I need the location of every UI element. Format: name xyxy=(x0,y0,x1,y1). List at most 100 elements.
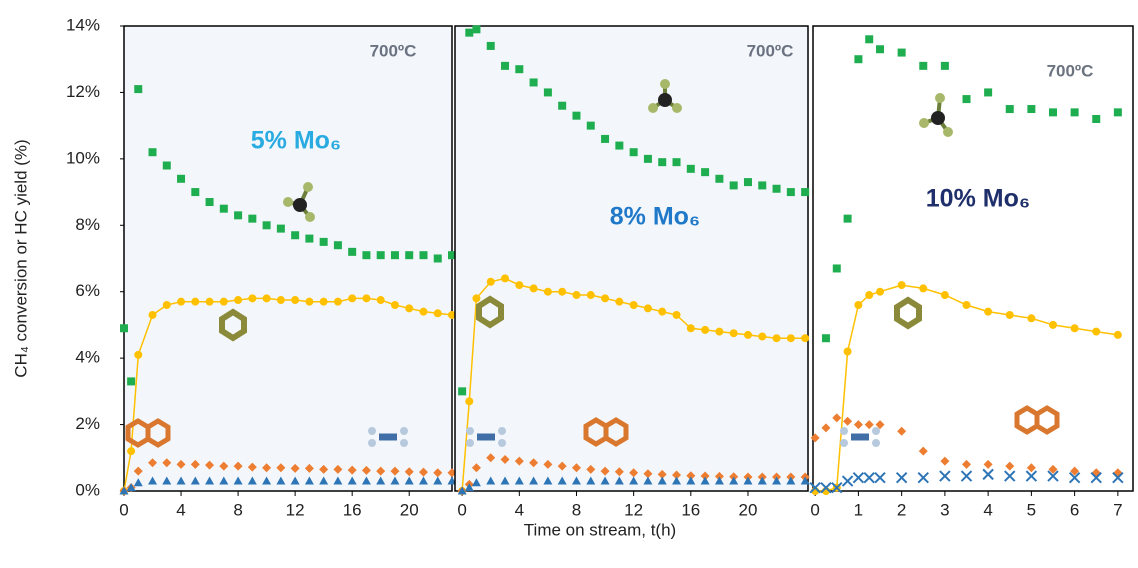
marker xyxy=(419,251,427,259)
x-tick-label: 4 xyxy=(983,500,992,519)
marker xyxy=(822,334,830,342)
marker xyxy=(530,284,538,292)
marker xyxy=(787,334,795,342)
y-tick-label: 10% xyxy=(66,148,100,167)
marker xyxy=(876,288,884,296)
marker xyxy=(898,281,906,289)
marker xyxy=(1049,321,1057,329)
marker xyxy=(177,298,185,306)
x-tick-label: 8 xyxy=(572,500,581,519)
temperature-label: 700ºC xyxy=(370,41,417,60)
marker xyxy=(405,304,413,312)
marker xyxy=(865,35,873,43)
marker xyxy=(544,288,552,296)
marker xyxy=(587,291,595,299)
marker xyxy=(291,231,299,239)
marker xyxy=(1006,311,1014,319)
marker xyxy=(220,205,228,213)
marker xyxy=(348,248,356,256)
marker xyxy=(1092,328,1100,336)
marker xyxy=(787,188,795,196)
x-tick-label: 16 xyxy=(343,500,362,519)
marker xyxy=(854,55,862,63)
marker xyxy=(334,241,342,249)
marker xyxy=(134,85,142,93)
marker xyxy=(465,29,473,37)
marker xyxy=(844,348,852,356)
marker xyxy=(844,215,852,223)
marker xyxy=(191,298,199,306)
marker xyxy=(687,165,695,173)
marker xyxy=(127,377,135,385)
marker xyxy=(377,296,385,304)
marker xyxy=(715,175,723,183)
y-tick-label: 2% xyxy=(75,414,100,433)
marker xyxy=(434,309,442,317)
plot-area xyxy=(813,26,1133,491)
marker xyxy=(248,215,256,223)
x-tick-label: 0 xyxy=(457,500,466,519)
marker xyxy=(530,78,538,86)
marker xyxy=(601,135,609,143)
marker xyxy=(919,284,927,292)
temperature-label: 700ºC xyxy=(747,41,794,60)
marker xyxy=(377,251,385,259)
marker xyxy=(465,397,473,405)
marker xyxy=(833,264,841,272)
marker xyxy=(206,298,214,306)
marker xyxy=(248,294,256,302)
marker xyxy=(1114,331,1122,339)
marker xyxy=(701,168,709,176)
marker xyxy=(434,255,442,263)
marker xyxy=(362,294,370,302)
marker xyxy=(1071,108,1079,116)
marker xyxy=(362,251,370,259)
marker xyxy=(334,298,342,306)
y-tick-label: 14% xyxy=(66,15,100,34)
x-tick-label: 1 xyxy=(854,500,863,519)
marker xyxy=(472,25,480,33)
x-tick-label: 5 xyxy=(1027,500,1036,519)
marker xyxy=(865,291,873,299)
marker xyxy=(941,62,949,70)
marker xyxy=(658,158,666,166)
marker xyxy=(1049,108,1057,116)
marker xyxy=(801,188,809,196)
marker xyxy=(291,296,299,304)
marker xyxy=(644,304,652,312)
temperature-label: 700ºC xyxy=(1047,61,1094,80)
marker xyxy=(1027,314,1035,322)
x-tick-label: 4 xyxy=(176,500,185,519)
x-tick-label: 0 xyxy=(119,500,128,519)
marker xyxy=(234,296,242,304)
marker xyxy=(963,95,971,103)
marker xyxy=(177,175,185,183)
marker xyxy=(687,324,695,332)
marker xyxy=(391,301,399,309)
panel: 0%2%4%6%8%10%12%14%048121620CH₄ conversi… xyxy=(11,15,456,519)
x-tick-label: 7 xyxy=(1113,500,1122,519)
marker xyxy=(673,158,681,166)
catalyst-label: 8% Mo₆ xyxy=(610,203,701,231)
x-tick-label: 0 xyxy=(810,500,819,519)
marker xyxy=(487,42,495,50)
marker xyxy=(558,102,566,110)
marker xyxy=(163,162,171,170)
marker xyxy=(984,88,992,96)
y-tick-label: 8% xyxy=(75,215,100,234)
marker xyxy=(277,225,285,233)
marker xyxy=(487,278,495,286)
marker xyxy=(630,301,638,309)
marker xyxy=(263,294,271,302)
marker xyxy=(744,178,752,186)
marker xyxy=(515,281,523,289)
catalyst-label: 5% Mo₆ xyxy=(251,127,342,155)
marker xyxy=(120,324,128,332)
marker xyxy=(758,181,766,189)
x-tick-label: 20 xyxy=(400,500,419,519)
marker xyxy=(941,291,949,299)
marker xyxy=(458,387,466,395)
marker xyxy=(234,211,242,219)
marker xyxy=(963,301,971,309)
marker xyxy=(405,251,413,259)
